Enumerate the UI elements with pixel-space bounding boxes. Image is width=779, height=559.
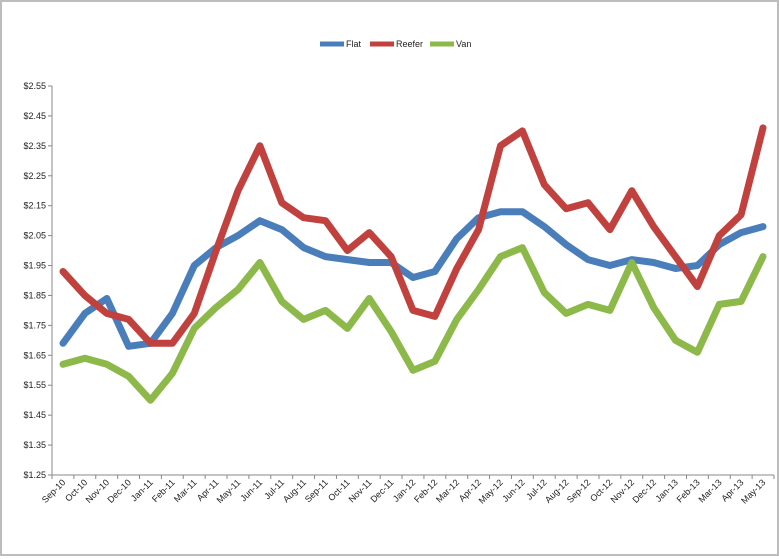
y-tick-label: $1.55 [23, 380, 46, 390]
x-tick-label: Sep-11 [303, 477, 330, 504]
x-tick-label: May-11 [215, 477, 243, 505]
x-tick-label: May-13 [739, 477, 767, 505]
legend-label-flat: Flat [346, 39, 362, 49]
x-tick-label: Dec-12 [630, 477, 658, 505]
x-tick-label: Dec-11 [368, 477, 395, 504]
x-tick-label: Feb-11 [150, 477, 177, 504]
x-tick-label: Mar-12 [434, 477, 461, 504]
series-lines [63, 128, 763, 401]
y-tick-label: $1.95 [23, 261, 46, 271]
x-tick-label: Jan-11 [129, 477, 155, 503]
x-tick-label: Jun-11 [238, 477, 264, 503]
y-tick-label: $1.25 [23, 470, 46, 480]
y-tick-label: $1.65 [23, 350, 46, 360]
y-tick-label: $2.15 [23, 201, 46, 211]
y-tick-label: $2.25 [23, 171, 46, 181]
y-tick-label: $1.45 [23, 410, 46, 420]
x-tick-label: Mar-13 [696, 477, 723, 504]
x-tick-label: Feb-13 [675, 477, 702, 504]
x-axis: Sep-10Oct-10Nov-10Dec-10Jan-11Feb-11Mar-… [40, 475, 774, 506]
y-tick-label: $2.05 [23, 231, 46, 241]
y-tick-label: $1.75 [23, 320, 46, 330]
y-axis: $1.25 $1.35 $1.45 $1.55 $1.65 $1.75 $1.85 $1.95… [23, 81, 52, 480]
y-tick-label: $2.45 [23, 111, 46, 121]
y-tick-label: $2.55 [23, 81, 46, 91]
legend: Flat Reefer Van [320, 39, 471, 49]
legend-label-van: Van [456, 39, 471, 49]
y-tick-label: $2.35 [23, 141, 46, 151]
x-tick-label: Jun-12 [500, 477, 527, 504]
x-tick-label: Mar-11 [172, 477, 199, 504]
x-tick-label: Sep-10 [40, 477, 68, 505]
x-tick-label: May-12 [477, 477, 505, 505]
x-tick-label: Feb-12 [412, 477, 439, 504]
y-tick-label: $1.85 [23, 290, 46, 300]
legend-label-reefer: Reefer [396, 39, 423, 49]
x-tick-label: Sep-12 [565, 477, 593, 505]
x-tick-label: Nov-11 [347, 477, 374, 504]
x-tick-label: Aug-11 [281, 477, 308, 504]
y-tick-label: $1.35 [23, 440, 46, 450]
x-tick-label: Dec-10 [105, 477, 133, 505]
